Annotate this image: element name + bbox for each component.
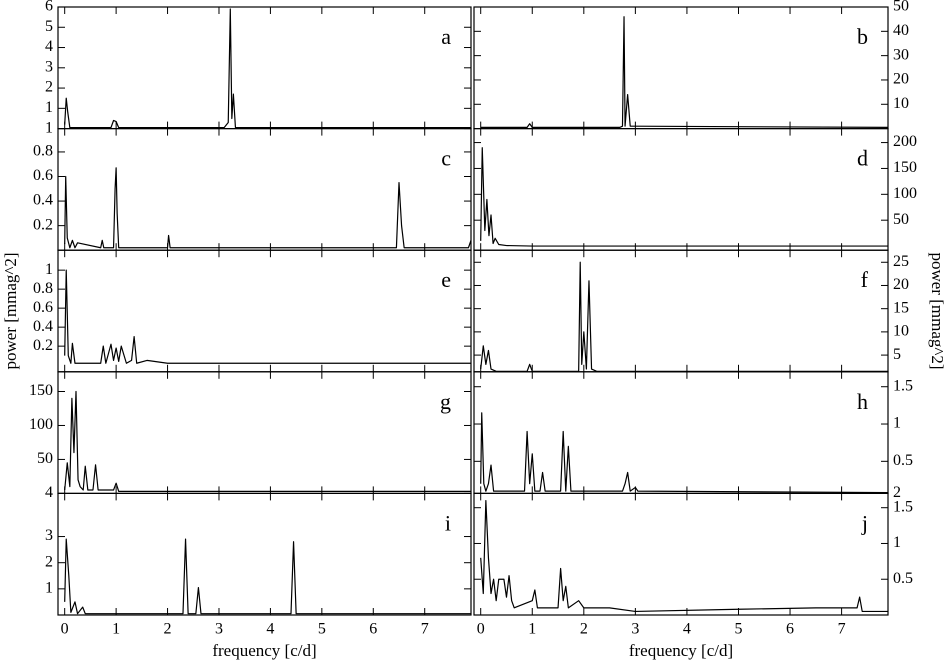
- y-tick-label: 0.5: [893, 452, 913, 469]
- x-tick-label: 2: [580, 621, 588, 638]
- spectrum-line: [64, 8, 471, 129]
- y-tick-label: 2: [45, 79, 53, 96]
- panel-frame: [57, 6, 472, 130]
- panel-frame: [57, 128, 472, 251]
- y-tick-label: 6: [45, 0, 53, 15]
- y-tick-label: 40: [893, 22, 909, 39]
- y-tick-label: 30: [893, 46, 909, 63]
- spectrum-line: [64, 167, 472, 249]
- x-tick-label: 1: [528, 621, 536, 638]
- y-tick-label: 2: [45, 553, 53, 570]
- x-tick-label: 6: [369, 621, 377, 638]
- panel-frame: [473, 492, 889, 616]
- y-tick-label: 1.5: [893, 377, 913, 394]
- y-tick-label: 100: [893, 185, 917, 202]
- y-tick-label: 100: [29, 416, 53, 433]
- panel-frame: [473, 249, 889, 373]
- panel-letter: b: [857, 24, 868, 49]
- x-tick-label: 5: [318, 621, 326, 638]
- spectrum-line: [480, 16, 889, 128]
- panel-letter: i: [445, 510, 451, 535]
- y-axis-label: power [mmag^2]: [1, 252, 20, 369]
- y-tick-label: 0.6: [33, 167, 53, 184]
- panel-letter: e: [441, 267, 451, 292]
- y-tick-label: 15: [893, 299, 909, 316]
- x-tick-label: 3: [631, 621, 639, 638]
- y-tick-label: 10: [893, 95, 909, 112]
- x-axis-label: frequency [c/d]: [212, 641, 316, 660]
- spectrum-line: [480, 499, 888, 613]
- y-tick-label: 1: [45, 261, 53, 278]
- x-tick-label: 1: [112, 621, 120, 638]
- spectrum-line: [480, 147, 888, 247]
- y-tick-label: 50: [37, 450, 53, 467]
- y-tick-label: 0.2: [33, 216, 53, 233]
- spectrum-line: [480, 261, 888, 372]
- x-tick-label: 7: [421, 621, 429, 638]
- y-axis-label: power [mmag^2]: [928, 252, 947, 369]
- panel-letter: d: [857, 146, 868, 171]
- spectrum-line: [64, 538, 471, 615]
- x-tick-label: 0: [61, 621, 69, 638]
- y-tick-label: 4: [45, 484, 53, 501]
- panel-letter: a: [441, 24, 451, 49]
- y-tick-label: 2: [893, 484, 901, 501]
- x-tick-label: 5: [734, 621, 742, 638]
- panel-frame: [473, 6, 889, 130]
- x-axis-label: frequency [c/d]: [629, 641, 733, 660]
- y-tick-label: 25: [893, 253, 909, 270]
- spectrum-line: [64, 390, 471, 492]
- x-tick-label: 3: [215, 621, 223, 638]
- y-tick-label: 1: [45, 580, 53, 597]
- y-tick-label: 3: [45, 58, 53, 75]
- x-tick-label: 7: [838, 621, 846, 638]
- y-tick-label: 0.5: [893, 570, 913, 587]
- panel-frame: [473, 128, 889, 251]
- y-tick-label: 4: [45, 38, 53, 55]
- y-tick-label: 5: [45, 18, 53, 35]
- spectrum-line: [64, 269, 471, 364]
- y-tick-label: 0.8: [33, 143, 53, 160]
- y-tick-label: 0.8: [33, 280, 53, 297]
- y-tick-label: 50: [893, 0, 909, 15]
- y-tick-label: 150: [29, 382, 53, 399]
- panel-frame: [57, 492, 472, 616]
- panel-letter: f: [861, 267, 869, 292]
- y-tick-label: 1: [45, 99, 53, 116]
- y-tick-label: 0.6: [33, 299, 53, 316]
- y-tick-label: 0.2: [33, 337, 53, 354]
- panel-frame: [473, 371, 889, 494]
- y-tick-label: 3: [45, 527, 53, 544]
- x-tick-label: 4: [266, 621, 274, 638]
- y-tick-label: 200: [893, 133, 917, 150]
- panel-letter: c: [441, 146, 451, 171]
- x-tick-label: 0: [477, 621, 485, 638]
- panel-frame: [57, 371, 472, 494]
- y-tick-label: 10: [893, 323, 909, 340]
- x-tick-label: 4: [683, 621, 691, 638]
- panel-letter: j: [861, 510, 868, 535]
- y-tick-label: 1: [893, 534, 901, 551]
- spectrum-line: [480, 412, 889, 494]
- y-tick-label: 0.4: [33, 318, 53, 335]
- y-tick-label: 1: [45, 119, 53, 136]
- x-tick-label: 2: [164, 621, 172, 638]
- x-tick-label: 6: [786, 621, 794, 638]
- y-tick-label: 1.5: [893, 498, 913, 515]
- y-tick-label: 20: [893, 276, 909, 293]
- y-tick-label: 20: [893, 71, 909, 88]
- y-tick-label: 150: [893, 159, 917, 176]
- panel-letter: h: [857, 389, 868, 414]
- panel-letter: g: [440, 389, 451, 414]
- y-tick-label: 50: [893, 211, 909, 228]
- y-tick-label: 5: [893, 346, 901, 363]
- y-tick-label: 0.4: [33, 192, 53, 209]
- y-tick-label: 1: [893, 415, 901, 432]
